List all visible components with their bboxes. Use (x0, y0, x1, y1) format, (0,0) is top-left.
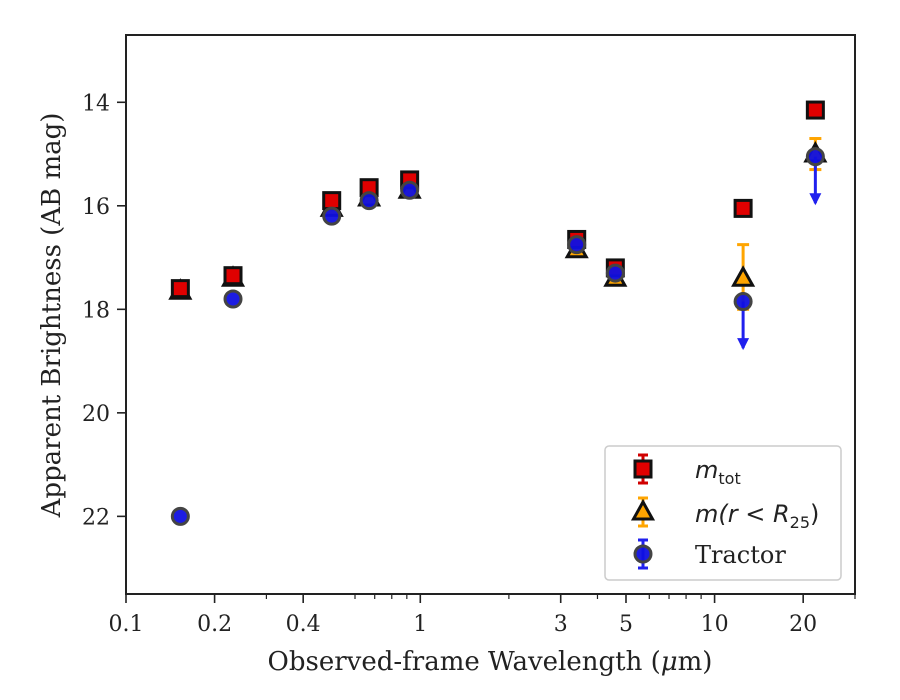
point-circle (805, 147, 825, 167)
point-square (170, 279, 190, 299)
legend-marker-circle (633, 544, 653, 564)
x-tick-label: 0.2 (197, 612, 232, 637)
x-tick-label: 3 (554, 612, 568, 637)
point-square (322, 191, 342, 211)
legend-marker-square (633, 459, 653, 479)
upper-limit-arrowhead (809, 193, 822, 206)
x-tick-label: 0.4 (286, 612, 321, 637)
y-tick-label: 22 (82, 505, 110, 530)
point-circle (170, 506, 190, 526)
point-circle (733, 292, 753, 312)
x-tick-label: 10 (701, 612, 729, 637)
point-circle (359, 191, 379, 211)
axis-ticks: 0.1 0.2 0.4 1 3 5 10 20 14 16 18 20 22 (82, 91, 856, 637)
point-square (733, 198, 753, 218)
legend-box (604, 445, 842, 581)
legend-marker-triangle (630, 498, 656, 521)
legend-label-m-tot: mtot (695, 456, 741, 488)
data-marks (168, 100, 828, 526)
y-tick-label: 14 (82, 91, 110, 116)
point-circle (567, 235, 587, 255)
point-triangle (731, 265, 756, 287)
legend-label-m-r25: m(r < R25) (695, 500, 819, 532)
y-tick-label: 20 (82, 402, 110, 427)
plot-frame (125, 34, 856, 595)
point-circle (223, 289, 243, 309)
upper-limit-arrowhead (737, 338, 750, 351)
y-tick-label: 18 (82, 298, 110, 323)
x-tick-label: 1 (413, 612, 427, 637)
point-circle (605, 263, 625, 283)
point-square (805, 100, 825, 120)
x-tick-label: 0.1 (109, 612, 144, 637)
y-tick-label: 16 (82, 195, 110, 220)
y-axis-label: Apparent Brightness (AB mag) (37, 113, 67, 519)
legend-markers (630, 453, 656, 570)
x-tick-label: 5 (619, 612, 633, 637)
point-circle (322, 206, 342, 226)
legend-label-tractor: Tractor (695, 541, 786, 569)
point-square (223, 266, 243, 286)
x-axis-label: Observed-frame Wavelength (μm) (268, 647, 713, 677)
legend: mtot m(r < R25) Tractor (604, 445, 842, 581)
point-circle (400, 180, 420, 200)
x-tick-label: 20 (789, 612, 817, 637)
